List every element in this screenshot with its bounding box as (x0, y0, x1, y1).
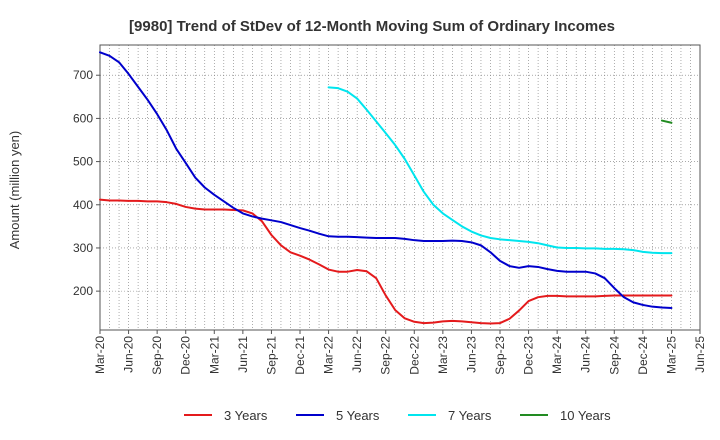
x-tick-label: Jun-23 (464, 336, 478, 373)
y-tick-label: 600 (73, 111, 93, 125)
x-tick-label: Dec-23 (522, 336, 536, 375)
x-tick-label: Sep-22 (379, 336, 393, 375)
series-line-3-years (99, 198, 673, 325)
x-tick-label: Jun-22 (350, 336, 364, 373)
y-tick-label: 400 (73, 198, 93, 212)
y-tick-label: 200 (73, 284, 93, 298)
plot-background (100, 45, 700, 330)
legend: 3 Years 5 Years 7 Years 10 Years (184, 408, 611, 423)
x-tick-label: Sep-24 (607, 336, 621, 375)
legend-label-3-years: 3 Years (224, 408, 268, 423)
legend-label-5-years: 5 Years (336, 408, 380, 423)
series-line-10-years (660, 119, 673, 124)
x-tick-label: Dec-22 (407, 336, 421, 375)
x-tick-label: Mar-20 (93, 336, 107, 374)
x-tick-label: Sep-21 (264, 336, 278, 375)
x-tick-label: Dec-20 (179, 336, 193, 375)
x-tick-label: Jun-20 (122, 336, 136, 373)
y-axis-label: Amount (million yen) (7, 131, 22, 250)
y-tick-label: 300 (73, 241, 93, 255)
x-tick-label: Jun-25 (693, 336, 707, 373)
x-tick-label: Mar-23 (436, 336, 450, 374)
legend-label-10-years: 10 Years (560, 408, 611, 423)
series-line-7-years (327, 86, 673, 255)
x-tick-label: Dec-24 (636, 336, 650, 375)
plot-area: 200 300 400 500 600 700 Mar-20 Jun-20 Sep-20 Dec-… (73, 44, 707, 375)
x-tick-label: Dec-21 (293, 336, 307, 375)
x-tick-label: Mar-21 (207, 336, 221, 374)
x-tick-label: Mar-22 (322, 336, 336, 374)
x-tick-label: Sep-23 (493, 336, 507, 375)
x-tick-label: Mar-24 (550, 336, 564, 374)
chart-title: [9980] Trend of StDev of 12-Month Moving… (129, 18, 615, 35)
y-tick-label: 700 (73, 68, 93, 82)
y-tick-label: 500 (73, 155, 93, 169)
legend-label-7-years: 7 Years (448, 408, 492, 423)
x-tick-label: Mar-25 (664, 336, 678, 374)
series-line-5-years (99, 51, 673, 309)
x-tick-label: Jun-21 (236, 336, 250, 373)
x-tick-label: Sep-20 (150, 336, 164, 375)
plot-border (99, 44, 701, 331)
x-tick-label: Jun-24 (579, 336, 593, 373)
